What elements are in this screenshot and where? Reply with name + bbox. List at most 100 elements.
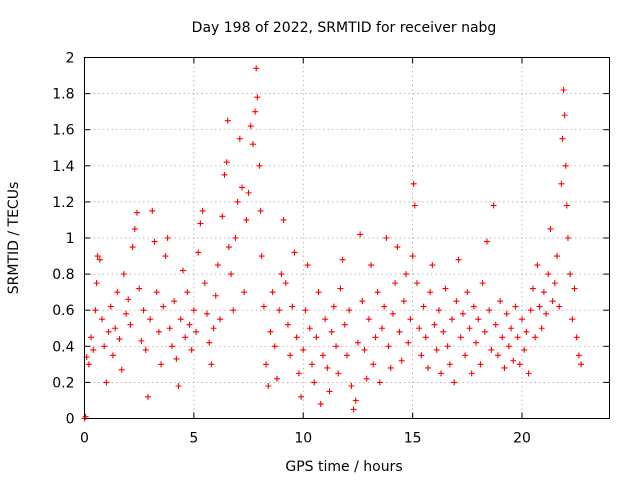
y-tick-label: 0 <box>66 412 75 428</box>
data-point <box>319 352 326 359</box>
data-point <box>136 285 143 292</box>
data-point <box>182 334 189 341</box>
data-point <box>311 379 318 386</box>
data-point <box>376 379 383 386</box>
data-point <box>468 370 475 377</box>
data-point <box>475 316 482 323</box>
data-point <box>140 307 147 314</box>
data-point <box>484 238 490 245</box>
data-point <box>177 316 184 323</box>
data-point <box>564 235 571 241</box>
data-point <box>96 256 103 263</box>
data-point <box>252 108 259 115</box>
data-point <box>190 307 197 314</box>
data-point <box>569 316 576 323</box>
data-point <box>549 298 556 305</box>
data-point <box>575 352 582 359</box>
data-point <box>171 298 178 305</box>
data-point <box>556 303 563 310</box>
data-point <box>225 244 232 251</box>
data-point <box>464 289 471 296</box>
data-point <box>521 346 528 353</box>
data-point <box>559 135 566 142</box>
data-point <box>389 310 396 317</box>
data-point <box>253 65 260 72</box>
data-point <box>257 207 264 214</box>
data-point <box>339 256 346 263</box>
data-point <box>144 393 151 400</box>
data-point <box>337 285 344 292</box>
data-point <box>131 225 138 232</box>
data-point <box>92 307 99 314</box>
data-point <box>328 328 335 335</box>
data-point <box>282 280 289 287</box>
x-tick-label: 15 <box>404 431 422 447</box>
data-point <box>147 316 154 323</box>
data-point <box>271 343 278 350</box>
data-point <box>341 321 348 328</box>
x-tick-label: 10 <box>294 431 312 447</box>
data-point <box>138 337 145 344</box>
data-point <box>204 310 210 317</box>
data-point <box>346 307 353 314</box>
data-point <box>455 256 462 263</box>
data-point <box>561 112 568 119</box>
y-tick-label: 1.8 <box>52 87 74 103</box>
data-point <box>416 325 423 332</box>
data-point <box>534 262 541 269</box>
data-point <box>519 316 525 323</box>
data-point <box>477 361 484 368</box>
data-point <box>573 334 580 341</box>
data-point <box>466 325 473 332</box>
data-point <box>300 346 307 353</box>
data-point <box>212 292 219 299</box>
data-point <box>532 334 539 341</box>
data-point <box>563 202 570 209</box>
data-point <box>536 303 543 310</box>
data-point <box>414 280 420 287</box>
data-point <box>348 383 355 390</box>
data-point <box>394 244 401 251</box>
data-point <box>462 352 469 359</box>
data-point <box>396 328 403 335</box>
data-point <box>158 361 165 368</box>
data-point <box>516 361 523 368</box>
data-point <box>418 352 425 359</box>
data-point <box>410 180 417 187</box>
data-point <box>354 339 361 346</box>
y-tick-label: 0.2 <box>52 375 74 391</box>
x-tick-label: 0 <box>80 431 89 447</box>
data-point <box>85 361 92 368</box>
data-point <box>127 321 134 328</box>
data-point <box>359 298 366 305</box>
data-point <box>179 267 186 274</box>
data-point <box>155 328 162 335</box>
data-point <box>278 271 285 278</box>
data-point <box>459 310 466 317</box>
data-point <box>350 406 357 413</box>
data-point <box>243 216 250 223</box>
chart-title: Day 198 of 2022, SRMTID for receiver nab… <box>192 20 497 36</box>
data-point <box>197 220 204 227</box>
data-point <box>440 328 447 335</box>
data-point <box>558 180 565 187</box>
data-point <box>93 280 100 287</box>
data-point <box>449 316 455 323</box>
data-point <box>505 343 512 350</box>
data-point <box>232 235 239 241</box>
data-point <box>490 202 497 209</box>
data-point <box>245 189 252 196</box>
data-point <box>221 171 228 178</box>
data-point <box>344 352 350 359</box>
data-point <box>381 303 388 310</box>
data-point <box>247 123 254 130</box>
data-point <box>405 339 412 346</box>
data-point <box>352 397 359 404</box>
data-point <box>442 285 449 292</box>
data-point <box>241 289 248 296</box>
data-point <box>309 361 315 368</box>
data-point <box>457 334 464 341</box>
data-point <box>499 334 506 341</box>
